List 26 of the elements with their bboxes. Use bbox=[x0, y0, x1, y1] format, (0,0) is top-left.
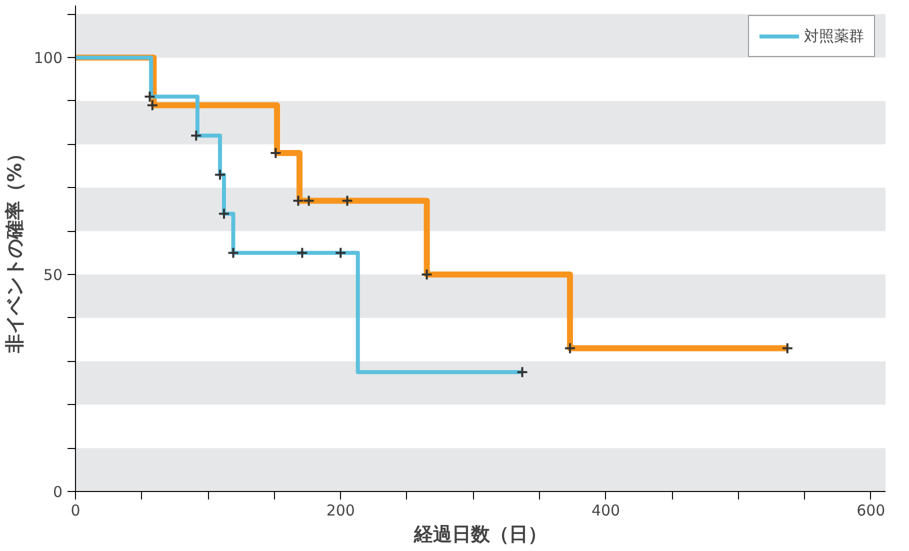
point bbox=[781, 342, 794, 354]
point bbox=[420, 268, 433, 281]
y-tick-label: 100 bbox=[34, 49, 63, 68]
point bbox=[190, 130, 202, 142]
x-axis-title: 経過日数（日） bbox=[413, 524, 547, 546]
point bbox=[334, 246, 347, 259]
x-tick-label: 0 bbox=[70, 502, 80, 520]
y-tick-label: 50 bbox=[43, 266, 63, 284]
x-tick-label: 600 bbox=[856, 502, 886, 520]
y-tick-label: 0 bbox=[52, 483, 63, 501]
point bbox=[214, 168, 226, 181]
point bbox=[227, 246, 240, 259]
point bbox=[270, 147, 282, 160]
y-axis-title: 非イベントの確率（%） bbox=[4, 144, 26, 354]
point bbox=[296, 246, 308, 259]
point bbox=[564, 342, 576, 354]
point bbox=[302, 194, 315, 207]
point bbox=[341, 194, 354, 207]
point bbox=[292, 194, 304, 207]
point bbox=[218, 208, 230, 220]
legend-label: 対照薬群 bbox=[804, 26, 864, 46]
point bbox=[516, 366, 528, 378]
x-tick-label: 400 bbox=[591, 502, 620, 520]
x-tick-label: 200 bbox=[326, 502, 355, 520]
point bbox=[146, 99, 158, 112]
point bbox=[144, 90, 156, 103]
